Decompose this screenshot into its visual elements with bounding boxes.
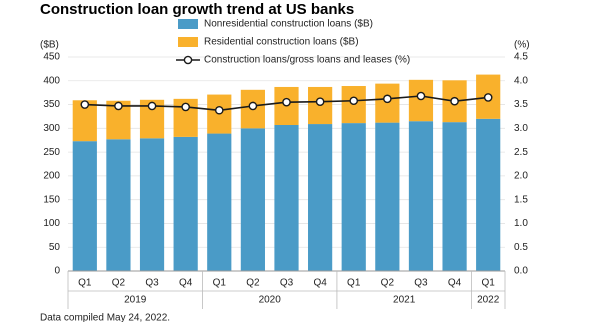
line-marker bbox=[315, 97, 325, 107]
x-tick-label: Q4 bbox=[313, 278, 327, 289]
legend-label: Residential construction loans ($B) bbox=[204, 37, 359, 48]
line-marker bbox=[483, 93, 493, 102]
x-tick-label: Q2 bbox=[112, 278, 126, 289]
bar bbox=[72, 141, 97, 271]
y-tick-label: 300 bbox=[43, 123, 60, 134]
y2-tick-label: 4.0 bbox=[514, 75, 528, 86]
y-tick-label: 400 bbox=[43, 75, 60, 86]
y2-tick-label: 3.0 bbox=[514, 123, 528, 134]
x-tick-label: Q2 bbox=[381, 278, 395, 289]
line-marker bbox=[181, 102, 190, 112]
x-group-label: 2021 bbox=[393, 295, 416, 306]
line-marker bbox=[383, 94, 392, 104]
bar bbox=[139, 138, 165, 271]
x-group-label: 2022 bbox=[477, 295, 500, 306]
y2-axis-label: (%) bbox=[514, 40, 530, 51]
x-tick-label: Q1 bbox=[482, 278, 496, 289]
bar bbox=[476, 118, 501, 271]
x-tick-label: Q3 bbox=[145, 278, 159, 289]
y-tick-label: 50 bbox=[49, 242, 61, 253]
y-tick-label: 0 bbox=[54, 266, 60, 277]
line-marker bbox=[80, 100, 90, 109]
legend-swatch bbox=[178, 37, 198, 47]
y-tick-label: 450 bbox=[43, 52, 60, 63]
line-marker bbox=[450, 96, 459, 106]
line-marker bbox=[349, 96, 359, 106]
bar bbox=[308, 124, 333, 271]
bar bbox=[341, 123, 366, 271]
bar bbox=[375, 122, 400, 271]
y2-tick-label: 0.0 bbox=[514, 266, 528, 277]
x-tick-label: Q1 bbox=[347, 278, 361, 289]
y2-tick-label: 1.5 bbox=[514, 194, 528, 205]
y2-tick-label: 0.5 bbox=[514, 242, 528, 253]
y2-tick-label: 4.5 bbox=[514, 52, 528, 63]
y-tick-label: 200 bbox=[43, 171, 60, 182]
y2-tick-label: 2.0 bbox=[514, 171, 528, 182]
y2-tick-label: 2.5 bbox=[514, 147, 528, 158]
bar bbox=[240, 128, 265, 271]
x-group-label: 2019 bbox=[124, 295, 147, 306]
legend-label: Construction loans/gross loans and lease… bbox=[204, 55, 410, 66]
bar bbox=[207, 133, 232, 271]
y-tick-label: 250 bbox=[43, 147, 60, 158]
legend-swatch bbox=[183, 55, 193, 65]
x-tick-label: Q1 bbox=[78, 278, 92, 289]
legend-label: Nonresidential construction loans ($B) bbox=[204, 19, 373, 30]
bar bbox=[274, 125, 299, 271]
x-tick-label: Q3 bbox=[414, 278, 428, 289]
line-marker bbox=[282, 97, 291, 107]
line-marker bbox=[147, 101, 157, 111]
y-tick-label: 350 bbox=[43, 99, 60, 110]
y-tick-label: 150 bbox=[43, 194, 60, 205]
footnote: Data compiled May 24, 2022. bbox=[40, 313, 170, 322]
x-tick-label: Q1 bbox=[213, 278, 227, 289]
line-marker bbox=[214, 105, 224, 115]
x-tick-label: Q3 bbox=[280, 278, 294, 289]
bar bbox=[106, 139, 131, 271]
line-marker bbox=[248, 101, 258, 111]
bar bbox=[442, 122, 467, 271]
line-marker bbox=[114, 101, 123, 111]
x-tick-label: Q2 bbox=[246, 278, 260, 289]
bar bbox=[408, 121, 434, 271]
y-axis-label: ($B) bbox=[40, 40, 59, 51]
x-tick-label: Q4 bbox=[448, 278, 462, 289]
y-tick-label: 100 bbox=[43, 218, 60, 229]
bar bbox=[408, 79, 434, 122]
y2-tick-label: 1.0 bbox=[514, 218, 528, 229]
y2-tick-label: 3.5 bbox=[514, 99, 528, 110]
legend-swatch bbox=[178, 19, 198, 29]
bar bbox=[173, 136, 198, 271]
x-group-label: 2020 bbox=[259, 295, 282, 306]
x-tick-label: Q4 bbox=[179, 278, 193, 289]
line-marker bbox=[416, 91, 426, 101]
chart-title: Construction loan growth trend at US ban… bbox=[40, 1, 354, 18]
